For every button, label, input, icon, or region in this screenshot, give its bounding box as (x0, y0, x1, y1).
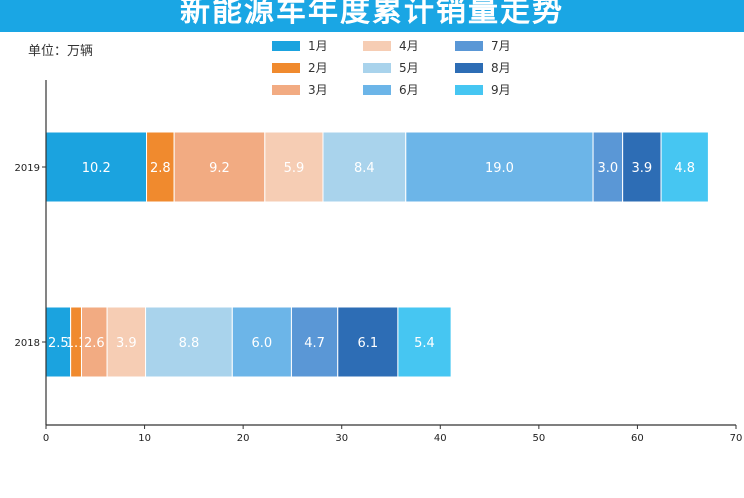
data-label-2019-9: 4.8 (674, 161, 695, 176)
data-label-2019-4: 5.9 (284, 161, 305, 176)
x-tick-label-0: 0 (43, 433, 49, 444)
legend-label-6: 6月 (399, 83, 419, 97)
legend-label-2: 2月 (308, 61, 328, 75)
legend-swatch-5 (363, 63, 391, 73)
data-label-2018-4: 3.9 (116, 336, 137, 351)
bar-2018-5 (145, 306, 233, 378)
legend-swatch-8 (455, 63, 483, 73)
legend-label-1: 1月 (308, 39, 328, 53)
x-tick-label-30: 30 (335, 433, 348, 444)
data-label-2019-2: 2.8 (150, 161, 171, 176)
title-banner: 新能源车年度累计销量走势 (0, 0, 744, 32)
bar-2018-1 (45, 306, 72, 378)
data-label-2018-8: 6.1 (357, 336, 378, 351)
legend: 1月 2月 3月 4月 5月 6月 7月 8月 9月 (272, 39, 511, 97)
data-label-2019-6: 19.0 (485, 161, 514, 176)
bar-2019-7 (592, 131, 624, 203)
bar-2019-3 (173, 131, 266, 203)
data-label-2019-3: 9.2 (209, 161, 230, 176)
bar-2019-2 (146, 131, 175, 203)
bar-2018-6 (231, 306, 292, 378)
data-label-2019-5: 8.4 (354, 161, 375, 176)
legend-swatch-7 (455, 41, 483, 51)
category-label-2018: 2018 (15, 338, 40, 349)
data-label-2018-1: 2.5 (48, 336, 69, 351)
bar-2018-7 (290, 306, 339, 378)
bar-2019-4 (264, 131, 324, 203)
axes: 0 10 20 30 40 50 60 70 (43, 80, 743, 444)
bar-2018-9 (397, 306, 452, 378)
data-label-2018-3: 2.6 (84, 336, 105, 351)
legend-label-9: 9月 (491, 83, 511, 97)
category-label-2019: 2019 (15, 163, 40, 174)
legend-label-4: 4月 (399, 39, 419, 53)
x-tick-label-70: 70 (730, 433, 743, 444)
data-label-2018-6: 6.0 (252, 336, 273, 351)
x-tick-label-20: 20 (237, 433, 250, 444)
legend-swatch-3 (272, 85, 300, 95)
data-label-2018-5: 8.8 (179, 336, 200, 351)
chart-title: 新能源车年度累计销量走势 (180, 0, 564, 29)
legend-label-3: 3月 (308, 83, 328, 97)
legend-swatch-6 (363, 85, 391, 95)
bar-2019-5 (322, 131, 407, 203)
data-label-2019-1: 10.2 (82, 161, 111, 176)
x-tick-label-50: 50 (532, 433, 545, 444)
legend-swatch-2 (272, 63, 300, 73)
data-label-2018-7: 4.7 (304, 336, 325, 351)
legend-label-7: 7月 (491, 39, 511, 53)
x-tick-label-60: 60 (631, 433, 644, 444)
legend-swatch-4 (363, 41, 391, 51)
data-label-2018-9: 5.4 (414, 336, 435, 351)
bar-2019-8 (622, 131, 662, 203)
legend-swatch-9 (455, 85, 483, 95)
x-tick-label-10: 10 (138, 433, 151, 444)
x-tick-label-40: 40 (434, 433, 447, 444)
bar-2019-6 (405, 131, 594, 203)
legend-label-5: 5月 (399, 61, 419, 75)
legend-swatch-1 (272, 41, 300, 51)
unit-label: 单位：万辆 (28, 44, 94, 59)
bars: 10.2 2.8 9.2 5.9 8.4 19.0 3.0 3.9 4.820192.51.12… (15, 131, 709, 378)
bar-2018-8 (337, 306, 399, 378)
legend-label-8: 8月 (491, 61, 511, 75)
data-label-2019-8: 3.9 (632, 161, 653, 176)
data-label-2019-7: 3.0 (598, 161, 619, 176)
bar-2019-9 (660, 131, 709, 203)
bar-2018-3 (80, 306, 108, 378)
